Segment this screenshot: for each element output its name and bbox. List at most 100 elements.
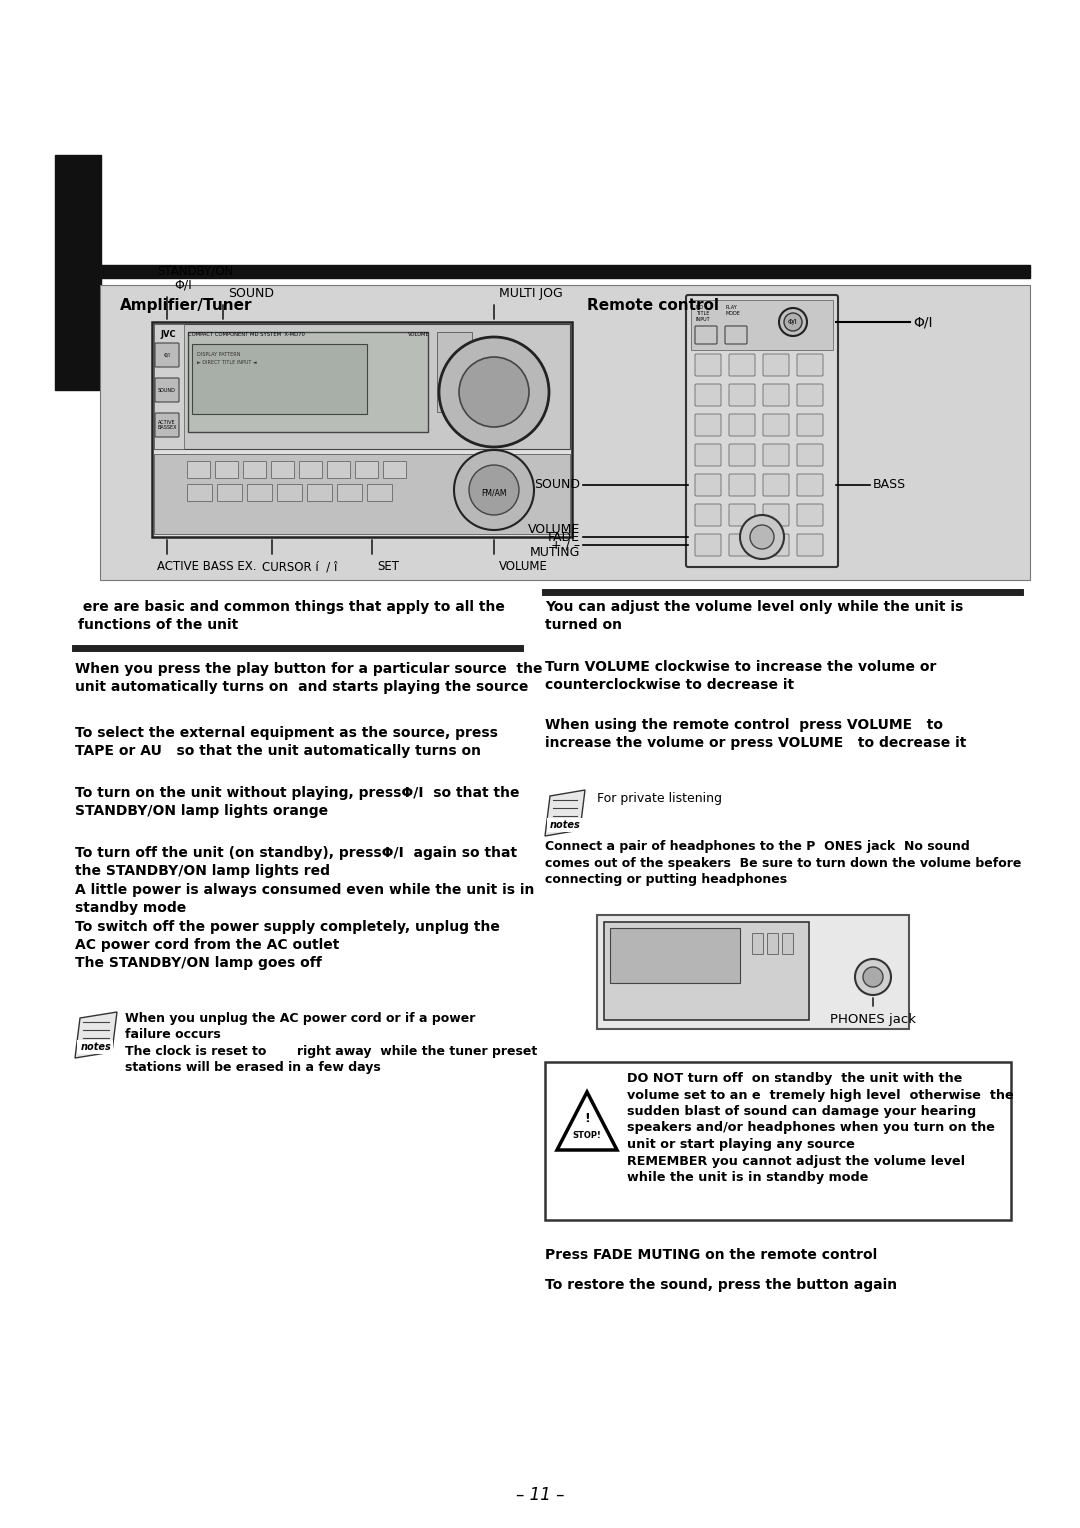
FancyBboxPatch shape [797,474,823,497]
Text: When using the remote control  press VOLUME   to
increase the volume or press VO: When using the remote control press VOLU… [545,718,967,750]
FancyBboxPatch shape [152,322,572,536]
Text: BASS: BASS [873,478,906,492]
Text: To restore the sound, press the button again: To restore the sound, press the button a… [545,1277,897,1293]
Text: !: ! [584,1111,590,1125]
FancyBboxPatch shape [154,454,570,533]
FancyBboxPatch shape [729,504,755,526]
Text: MULTI JOG: MULTI JOG [499,287,563,299]
Text: VOLUME
+ / –: VOLUME + / – [528,523,580,552]
FancyBboxPatch shape [762,474,789,497]
FancyBboxPatch shape [729,414,755,435]
FancyBboxPatch shape [686,295,838,567]
Text: VOLUME: VOLUME [408,332,430,338]
Polygon shape [557,1093,617,1151]
Text: Φ/I: Φ/I [174,280,192,292]
FancyBboxPatch shape [337,484,363,501]
FancyBboxPatch shape [762,354,789,376]
FancyBboxPatch shape [278,484,302,501]
FancyBboxPatch shape [797,354,823,376]
FancyBboxPatch shape [729,354,755,376]
FancyBboxPatch shape [696,445,721,466]
Text: When you unplug the AC power cord or if a power
failure occurs
The clock is rese: When you unplug the AC power cord or if … [125,1012,537,1074]
FancyBboxPatch shape [797,445,823,466]
FancyBboxPatch shape [216,461,239,478]
FancyBboxPatch shape [355,461,378,478]
Polygon shape [75,1012,117,1057]
Circle shape [740,515,784,559]
FancyBboxPatch shape [610,927,740,983]
FancyBboxPatch shape [691,299,833,350]
Text: You can adjust the volume level only while the unit is
turned on: You can adjust the volume level only whi… [545,601,963,633]
FancyBboxPatch shape [729,384,755,406]
FancyBboxPatch shape [188,332,428,432]
FancyBboxPatch shape [367,484,392,501]
Text: Φ/I: Φ/I [788,319,798,325]
Text: FADE
MUTING: FADE MUTING [529,532,580,559]
Text: ► DIRECT TITLE INPUT ◄: ► DIRECT TITLE INPUT ◄ [197,361,257,365]
Text: CURSOR í  / î: CURSOR í / î [262,559,337,573]
FancyBboxPatch shape [753,934,764,955]
FancyBboxPatch shape [729,474,755,497]
FancyBboxPatch shape [545,790,591,836]
FancyBboxPatch shape [156,413,179,437]
FancyBboxPatch shape [597,915,909,1028]
FancyBboxPatch shape [797,533,823,556]
FancyBboxPatch shape [696,474,721,497]
Text: Press FADE MUTING on the remote control: Press FADE MUTING on the remote control [545,1248,877,1262]
FancyBboxPatch shape [696,354,721,376]
FancyBboxPatch shape [729,445,755,466]
FancyBboxPatch shape [156,342,179,367]
Polygon shape [545,790,585,836]
FancyBboxPatch shape [299,461,323,478]
Text: VOLUME: VOLUME [499,559,548,573]
FancyBboxPatch shape [797,414,823,435]
FancyBboxPatch shape [77,1041,113,1054]
Text: notes: notes [550,821,580,830]
FancyBboxPatch shape [762,504,789,526]
Text: Φ/I: Φ/I [913,315,932,329]
FancyBboxPatch shape [383,461,406,478]
FancyBboxPatch shape [768,934,779,955]
Text: ACTIVE
BASSEX: ACTIVE BASSEX [158,420,177,431]
FancyBboxPatch shape [437,332,472,413]
FancyBboxPatch shape [797,504,823,526]
Text: PLAY
MODE: PLAY MODE [726,306,741,316]
FancyBboxPatch shape [192,344,367,414]
Circle shape [454,451,534,530]
Text: DO NOT turn off  on standby  the unit with the
volume set to an e  tremely high : DO NOT turn off on standby the unit with… [627,1073,1014,1184]
FancyBboxPatch shape [762,384,789,406]
FancyBboxPatch shape [217,484,243,501]
FancyBboxPatch shape [156,377,179,402]
FancyBboxPatch shape [604,921,809,1021]
Text: To turn off the unit (on standby), pressΦ/I  again so that
the STANDBY/ON lamp l: To turn off the unit (on standby), press… [75,847,535,970]
Circle shape [750,526,774,549]
FancyBboxPatch shape [243,461,267,478]
Text: notes: notes [81,1042,111,1051]
Text: To select the external equipment as the source, press
TAPE or AU   so that the u: To select the external equipment as the … [75,726,498,758]
FancyBboxPatch shape [797,384,823,406]
Bar [55,154,102,390]
FancyBboxPatch shape [696,504,721,526]
FancyBboxPatch shape [696,414,721,435]
Circle shape [863,967,883,987]
Circle shape [779,309,807,336]
Text: COMPACT COMPONENT MD SYSTEM  X-MD70: COMPACT COMPONENT MD SYSTEM X-MD70 [188,332,305,338]
FancyBboxPatch shape [247,484,272,501]
Text: SOUND: SOUND [158,388,176,393]
FancyBboxPatch shape [696,533,721,556]
Text: DISPLAY PATTERN: DISPLAY PATTERN [197,351,241,358]
FancyBboxPatch shape [154,324,570,449]
Text: For private listening: For private listening [597,792,723,805]
FancyBboxPatch shape [271,461,295,478]
Circle shape [784,313,802,332]
Text: – 11 –: – 11 – [516,1487,564,1504]
FancyBboxPatch shape [545,1062,1011,1219]
FancyBboxPatch shape [188,484,213,501]
Text: Amplifier/Tuner: Amplifier/Tuner [120,298,253,313]
Text: Φ/I: Φ/I [163,353,171,358]
Text: Turn VOLUME clockwise to increase the volume or
counterclockwise to decrease it: Turn VOLUME clockwise to increase the vo… [545,660,936,692]
FancyBboxPatch shape [762,533,789,556]
Text: ACTIVE BASS EX.: ACTIVE BASS EX. [157,559,257,573]
Bar [100,264,1030,278]
FancyBboxPatch shape [100,286,1030,581]
